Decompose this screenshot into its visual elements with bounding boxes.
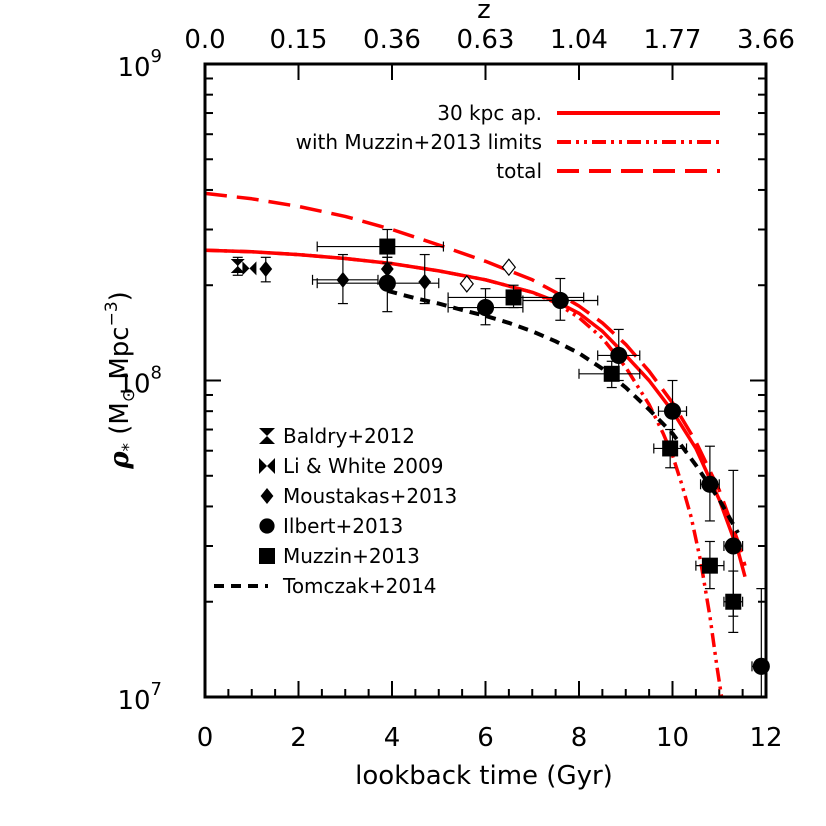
x-tick-label: 4 [384,723,401,753]
legend-dataset-label: Tomczak+2014 [282,574,437,598]
top-tick-label: 0.36 [363,25,421,55]
x-axis-label: lookback time (Gyr) [355,761,613,791]
legend-dataset-label: Muzzin+2013 [283,544,420,568]
legend-lines: 30 kpc ap. with Muzzin+2013 limits total [296,101,720,183]
y-tick-label: 108 [117,363,162,400]
legend-swatch-circle [259,518,275,534]
x-tick-label: 2 [290,723,307,753]
legend-dataset-label: Li & White 2009 [283,454,443,478]
svg-text:ρ* (M⊙ Mpc−3): ρ* (M⊙ Mpc−3) [102,291,139,470]
y-tick-label: 109 [117,46,162,83]
data-point-diamond-open [459,274,474,293]
legend-swatch-bowtie [259,458,275,474]
data-point-circle [663,402,682,420]
data-point-square [603,365,620,382]
x-tick-label: 10 [656,723,689,753]
legend-swatch-square [259,548,275,564]
top-tick-label: 0.0 [184,25,225,55]
data-point-circle [476,299,495,317]
data-point-diamond [336,271,350,288]
top-tick-label: 0.15 [270,25,328,55]
data-point-square [662,440,679,457]
plot-frame [203,62,768,699]
legend-swatch-hourglass [259,428,275,444]
y-tick-labels: 107 108 109 [117,46,162,716]
x-tick-label: 12 [749,723,782,753]
data-point-bowtie [242,261,257,276]
y-axis-label: ρ* (M⊙ Mpc−3) [102,291,139,470]
data-point-diamond [418,273,432,290]
legend-datasets: Baldry+2012 Li & White 2009 Moustakas+2013… [214,424,457,598]
data-point-square [379,238,396,255]
data-point-circle [610,346,628,364]
top-tick-labels: 0.0 0.15 0.36 0.63 1.04 1.77 3.66 [184,25,795,55]
curve-dashed-black [386,288,740,534]
top-axis-label: z [477,0,491,25]
data-point-circle [701,475,719,493]
legend-line-label: with Muzzin+2013 limits [296,130,542,154]
top-tick-label: 1.04 [550,25,608,55]
data-point-diamond [380,261,394,278]
data-point-circle [378,274,396,292]
legend-line-label: total [496,159,542,183]
legend-line-label: 30 kpc ap. [437,101,542,125]
legend-dataset-label: Ilbert+2013 [283,514,403,538]
top-tick-label: 0.63 [457,25,515,55]
legend-dataset-label: Baldry+2012 [283,424,415,448]
data-point-hourglass [230,259,245,274]
x-tick-label: 6 [477,723,494,753]
data-point-square [701,557,718,574]
x-tick-labels: 0 2 4 6 8 10 12 [197,723,783,753]
curve-dashed-red [204,191,747,567]
data-point-diamond-open [501,258,517,277]
legend-dataset-label: Moustakas+2013 [283,484,457,508]
x-tick-label: 0 [197,723,214,753]
top-tick-label: 3.66 [737,25,795,55]
data-point-circle [724,537,742,555]
y-tick-label: 107 [117,679,162,716]
data-point-diamond [259,261,273,278]
data-point-circle [551,291,569,310]
top-tick-label: 1.77 [644,25,702,55]
data-point-square [505,289,522,306]
data-markers [230,238,770,675]
model-curves [204,191,747,698]
legend-swatch-diamond [260,488,274,504]
x-tick-label: 8 [571,723,588,753]
axis-ticks [204,63,767,698]
data-point-square [725,593,742,610]
